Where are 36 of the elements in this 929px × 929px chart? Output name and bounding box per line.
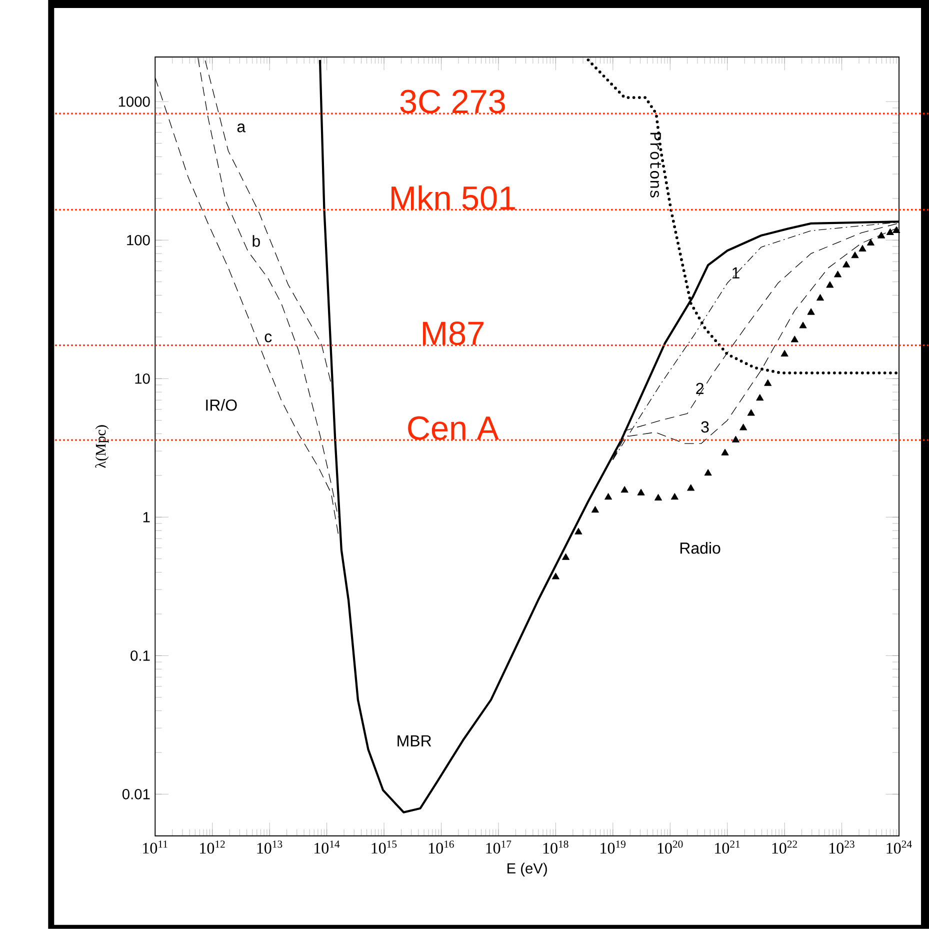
annotation: 2 — [696, 382, 704, 394]
annotation: IR/O — [206, 399, 237, 411]
annotation: MBR — [398, 735, 432, 746]
ref-line-label: M87 — [423, 322, 484, 346]
x-tick-label: 10$^{14}$ — [314, 840, 340, 854]
x-tick-label: 10$^{13}$ — [257, 840, 282, 854]
y-tick-label: 0.01 — [122, 789, 150, 800]
x-axis-title: E (eV) — [508, 862, 547, 877]
annotation: b — [252, 235, 260, 247]
x-tick-label: 10$^{17}$ — [486, 840, 512, 854]
x-tick-label: 10$^{23}$ — [830, 840, 854, 854]
x-tick-label: 10$^{18}$ — [543, 840, 568, 854]
y-tick-label: 10 — [135, 374, 150, 384]
y-tick-label: 1 — [143, 512, 150, 522]
x-tick-label: 10$^{12}$ — [200, 840, 225, 854]
annotation: 3 — [701, 421, 709, 433]
x-tick-label: 10$^{15}$ — [372, 840, 397, 854]
x-tick-label: 10$^{20}$ — [658, 840, 683, 854]
y-tick-label: 0.1 — [130, 650, 150, 661]
annotation: a — [237, 124, 246, 132]
y-tick-label: 100 — [127, 235, 150, 246]
x-tick-label: 10$^{11}$ — [143, 840, 168, 854]
annotation: Radio — [680, 542, 720, 554]
ref-line-label: 3C 273 — [400, 90, 505, 114]
text: Protons — [650, 132, 662, 198]
x-tick-label: 10$^{19}$ — [600, 840, 626, 854]
y-axis-title: λ(Mpc) — [95, 425, 109, 468]
x-tick-label: 10$^{21}$ — [715, 840, 740, 854]
x-tick-label: 10$^{16}$ — [428, 840, 454, 854]
ref-line-label: Mkn 501 — [392, 185, 515, 210]
ref-line-label: Cen A — [408, 416, 499, 440]
y-tick-label: 1000 — [118, 96, 150, 107]
annotation: 1 — [732, 267, 740, 278]
annotation: c — [264, 334, 272, 342]
x-tick-label: 10$^{22}$ — [772, 840, 797, 854]
x-tick-label: 10$^{24}$ — [886, 840, 912, 854]
